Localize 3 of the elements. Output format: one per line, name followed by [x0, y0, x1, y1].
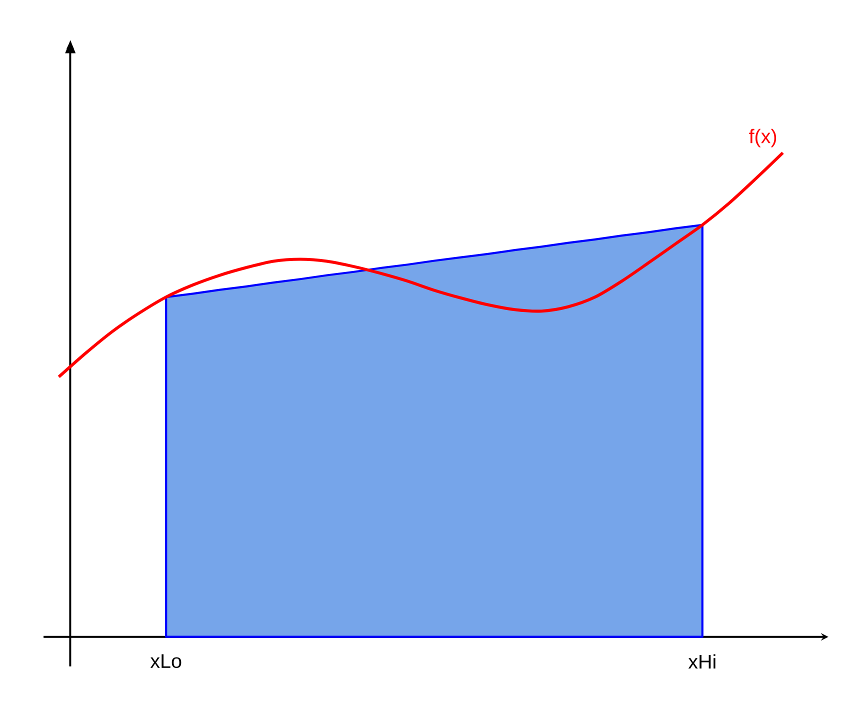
x-tick-label: xLo — [150, 654, 182, 668]
x-tick-label: xHi — [688, 654, 716, 669]
series-label: f(x) — [749, 128, 776, 148]
